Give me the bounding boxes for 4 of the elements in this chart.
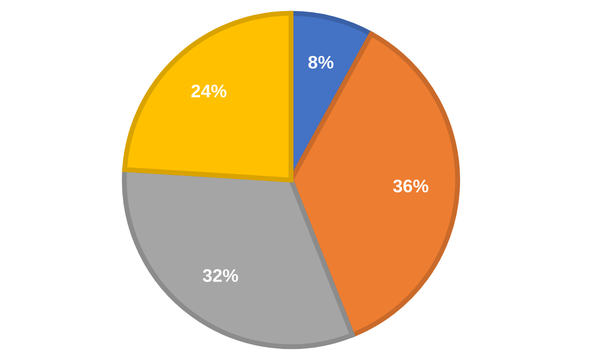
data-label: 36% (393, 180, 428, 192)
data-label: 32% (202, 269, 238, 282)
data-label: 8% (308, 56, 334, 69)
data-label: 24% (191, 84, 226, 98)
